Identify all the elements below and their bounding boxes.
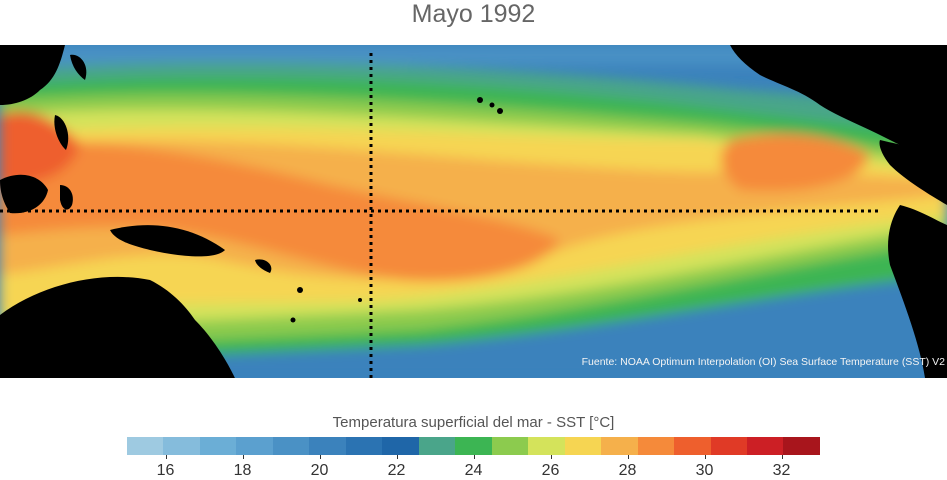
colorbar-tick-label: 32: [772, 462, 791, 479]
colorbar-tick: [627, 455, 629, 459]
colorbar-swatch: [674, 437, 711, 455]
colorbar-ticks: 16 18 20 22 24 26 28 30 32: [127, 455, 820, 480]
colorbar-swatch: [382, 437, 419, 455]
colorbar-tick: [165, 455, 167, 459]
east-warm-patch: [721, 133, 870, 192]
land-hawaii-2: [489, 102, 495, 108]
land-solomons: [255, 259, 272, 273]
colorbar-tick-label: 24: [464, 462, 483, 479]
map-title: Mayo 1992: [411, 0, 536, 28]
colorbar-tick: [319, 455, 321, 459]
colorbar-swatch: [345, 437, 383, 455]
land-vanuatu: [290, 317, 296, 323]
colorbar-swatch: [309, 437, 346, 455]
colorbar-swatch: [491, 437, 529, 455]
colorbar-tick-label: 28: [618, 462, 637, 479]
land-newguinea: [110, 225, 225, 257]
colorbar-swatch: [418, 437, 456, 455]
land-sulawesi: [60, 185, 73, 210]
colorbar-swatch: [601, 437, 638, 455]
colorbar-tick: [473, 455, 475, 459]
colorbar-tick: [550, 455, 552, 459]
colorbar-tick-label: 18: [233, 462, 252, 479]
colorbar-swatch: [528, 437, 565, 455]
land-southamerica: [888, 205, 947, 378]
land-australia: [0, 276, 235, 378]
colorbar-tick-label: 26: [541, 462, 560, 479]
colorbar-swatch: [564, 437, 602, 455]
colorbar-tick: [781, 455, 783, 459]
colorbar-swatch: [783, 437, 820, 455]
colorbar-tick: [704, 455, 706, 459]
colorbar-tick: [242, 455, 244, 459]
colorbar-tick-label: 20: [310, 462, 329, 479]
colorbar-swatch: [199, 437, 237, 455]
land-fiji: [297, 287, 303, 293]
source-caption: Fuente: NOAA Optimum Interpolation (OI) …: [581, 356, 945, 368]
colorbar-swatch: [637, 437, 675, 455]
colorbar-tick-label: 30: [695, 462, 714, 479]
land-asia: [0, 45, 65, 105]
land-japan: [70, 54, 87, 80]
sst-map: Fuente: NOAA Optimum Interpolation (OI) …: [0, 45, 947, 378]
land-samoa: [358, 298, 362, 302]
colorbar-tick: [396, 455, 398, 459]
colorbar-swatch: [455, 437, 492, 455]
sst-map-svg: [0, 45, 947, 378]
land-borneo: [0, 174, 48, 214]
colorbar-swatch: [746, 437, 784, 455]
colorbar-swatch: [127, 437, 164, 455]
colorbar: [127, 437, 820, 455]
land-centralamerica: [879, 140, 947, 205]
land-hawaii-1: [477, 97, 483, 103]
colorbar-swatch: [710, 437, 747, 455]
colorbar-tick-label: 16: [156, 462, 175, 479]
colorbar-swatch: [163, 437, 200, 455]
land-northamerica: [730, 45, 947, 165]
colorbar-tick-label: 22: [387, 462, 406, 479]
land-philippines: [54, 115, 69, 150]
colorbar-swatch: [236, 437, 273, 455]
land-hawaii-3: [497, 108, 503, 114]
colorbar-title: Temperatura superficial del mar - SST [°…: [332, 414, 615, 431]
land-masses: [0, 45, 947, 378]
north-cool-band: [0, 45, 947, 65]
colorbar-swatch: [272, 437, 310, 455]
